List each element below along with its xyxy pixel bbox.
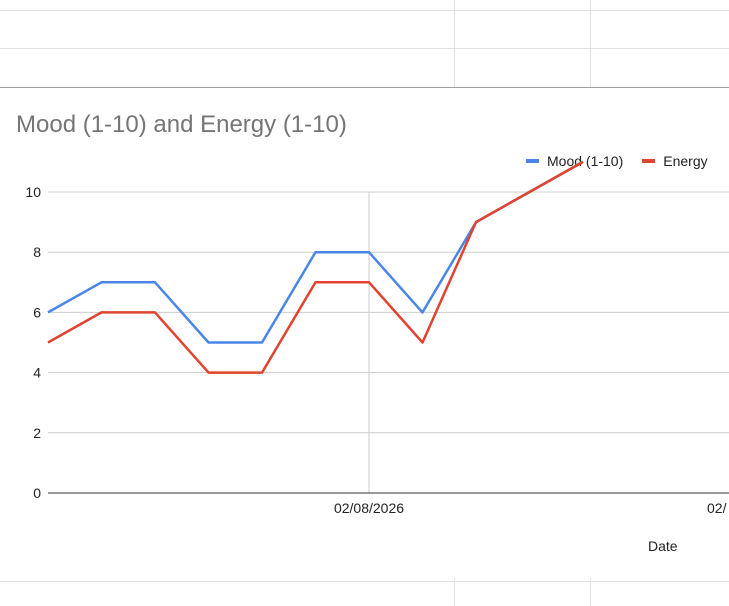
legend-label-mood: Mood (1-10) [547,153,624,169]
grid-row-line [0,581,729,582]
chart-legend: Mood (1-10) Energy [526,153,727,169]
y-tick-label: 8 [33,244,41,260]
y-tick-label: 6 [33,304,41,320]
x-tick-label: 02/ [707,500,727,516]
legend-label-energy: Energy [663,153,708,169]
grid-column-line [454,0,455,87]
grid-row-line [0,48,729,49]
grid-column-line [590,0,591,87]
x-axis-title: Date [648,538,678,554]
y-tick-label: 10 [25,184,41,200]
chart-border-top [0,87,729,88]
plot-area: 0 2 4 6 8 10 02/08/2026 02/ Date [25,160,729,554]
grid-column-line [590,578,591,606]
legend-swatch-mood [526,159,539,163]
grid-row-line [0,10,729,11]
legend-item-energy[interactable]: Energy [642,153,708,169]
x-tick-label: 02/08/2026 [334,500,404,516]
chart-title[interactable]: Mood (1-10) and Energy (1-10) [16,111,347,138]
y-tick-label: 4 [33,365,41,381]
y-tick-label: 0 [33,485,41,501]
spreadsheet-grid-top [0,0,729,87]
grid-column-line [454,578,455,606]
legend-item-mood[interactable]: Mood (1-10) [526,153,623,169]
series-line-energy[interactable] [47,160,584,374]
legend-swatch-energy [642,159,656,163]
y-tick-label: 2 [33,425,41,441]
embedded-chart[interactable]: Mood (1-10) and Energy (1-10) Mood (1-10… [0,88,729,578]
spreadsheet-grid-bottom [0,578,729,606]
